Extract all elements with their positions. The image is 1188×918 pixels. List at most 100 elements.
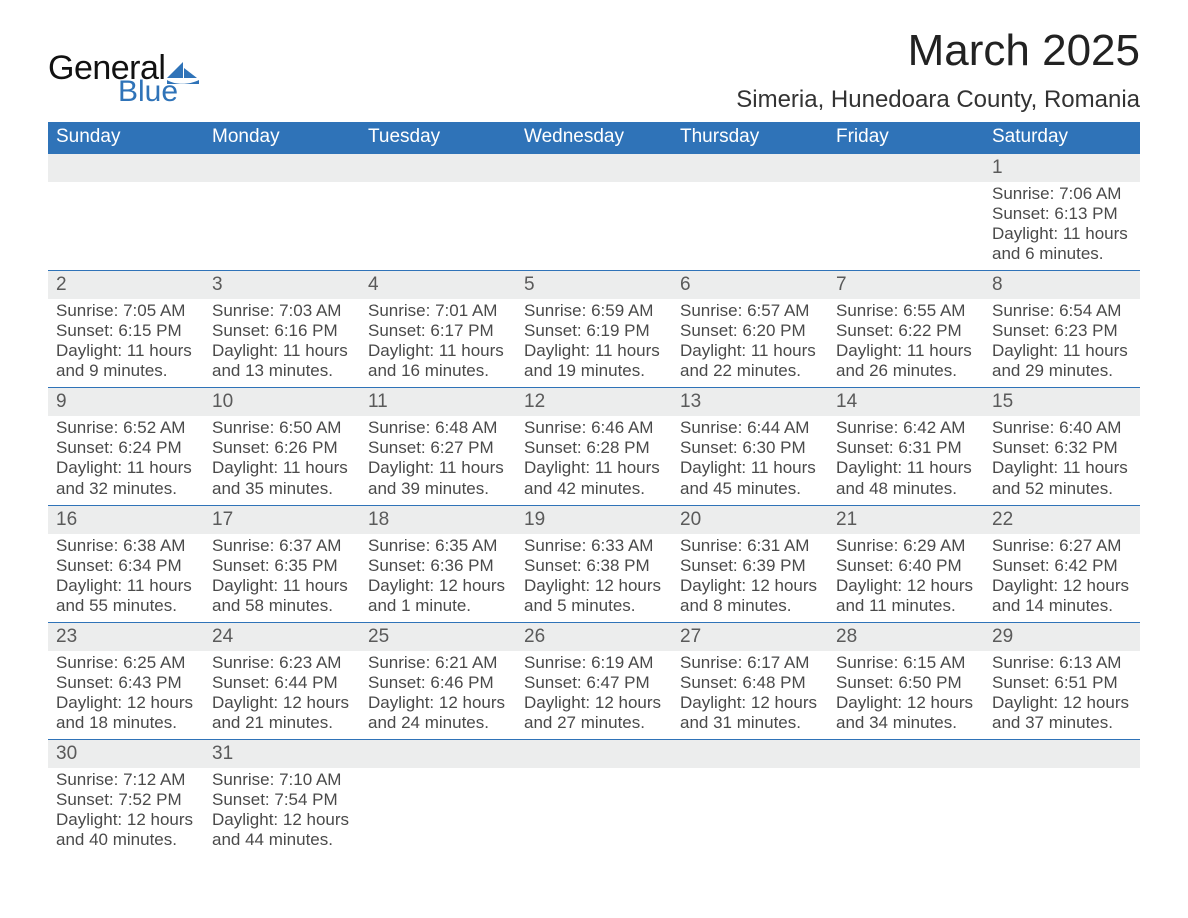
sunset-line: Sunset: 6:46 PM	[368, 673, 508, 693]
sunrise-line: Sunrise: 6:37 AM	[212, 536, 352, 556]
daylight-line: Daylight: 11 hours and 35 minutes.	[212, 458, 352, 498]
day-number-cell: 25	[360, 623, 516, 651]
daylight-line: Daylight: 11 hours and 16 minutes.	[368, 341, 508, 381]
day-details-cell: Sunrise: 6:19 AMSunset: 6:47 PMDaylight:…	[516, 651, 672, 735]
sunrise-line: Sunrise: 6:46 AM	[524, 418, 664, 438]
brand-logo: General Blue	[48, 52, 199, 107]
sunrise-line: Sunrise: 6:33 AM	[524, 536, 664, 556]
day-number-cell	[204, 154, 360, 182]
sunset-line: Sunset: 6:24 PM	[56, 438, 196, 458]
sunset-line: Sunset: 6:39 PM	[680, 556, 820, 576]
daylight-line: Daylight: 11 hours and 48 minutes.	[836, 458, 976, 498]
sunrise-line: Sunrise: 6:35 AM	[368, 536, 508, 556]
day-number-cell: 31	[204, 740, 360, 768]
day-details-cell	[360, 182, 516, 266]
day-details-cell: Sunrise: 6:52 AMSunset: 6:24 PMDaylight:…	[48, 416, 204, 500]
day-number-cell: 13	[672, 388, 828, 416]
day-details-cell: Sunrise: 6:23 AMSunset: 6:44 PMDaylight:…	[204, 651, 360, 735]
daylight-line: Daylight: 12 hours and 11 minutes.	[836, 576, 976, 616]
sunset-line: Sunset: 6:26 PM	[212, 438, 352, 458]
day-details-cell: Sunrise: 6:29 AMSunset: 6:40 PMDaylight:…	[828, 534, 984, 618]
sunrise-line: Sunrise: 6:42 AM	[836, 418, 976, 438]
day-details-cell: Sunrise: 7:10 AMSunset: 7:54 PMDaylight:…	[204, 768, 360, 852]
daylight-line: Daylight: 12 hours and 27 minutes.	[524, 693, 664, 733]
sunrise-line: Sunrise: 6:57 AM	[680, 301, 820, 321]
week-details-row: Sunrise: 6:52 AMSunset: 6:24 PM Daylight:…	[48, 416, 1140, 504]
sunset-line: Sunset: 6:44 PM	[212, 673, 352, 693]
week-details-row: Sunrise: 7:05 AMSunset: 6:15 PMDaylight:…	[48, 299, 1140, 387]
day-number-cell: 15	[984, 388, 1140, 416]
sunrise-line: Sunrise: 7:12 AM	[56, 770, 196, 790]
day-details-cell	[672, 768, 828, 852]
week-details-row: Sunrise: 7:06 AMSunset: 6:13 PMDaylight:…	[48, 182, 1140, 270]
sunset-line: Sunset: 6:22 PM	[836, 321, 976, 341]
daylight-line: Daylight: 12 hours and 21 minutes.	[212, 693, 352, 733]
sunset-line: Sunset: 6:47 PM	[524, 673, 664, 693]
day-details-cell: Sunrise: 6:15 AMSunset: 6:50 PMDaylight:…	[828, 651, 984, 735]
day-number-cell: 23	[48, 623, 204, 651]
weekday-header-cell: Friday	[828, 122, 984, 154]
weekday-header-cell: Saturday	[984, 122, 1140, 154]
sunset-line: Sunset: 6:20 PM	[680, 321, 820, 341]
sunset-line: Sunset: 6:23 PM	[992, 321, 1132, 341]
weekday-header-cell: Wednesday	[516, 122, 672, 154]
sunset-line: Sunset: 6:30 PM	[680, 438, 820, 458]
day-number-cell: 12	[516, 388, 672, 416]
daylight-line: Daylight: 11 hours and 39 minutes.	[368, 458, 508, 498]
sunset-line: Sunset: 6:15 PM	[56, 321, 196, 341]
weekday-header-cell: Thursday	[672, 122, 828, 154]
day-number-cell: 20	[672, 506, 828, 534]
sunset-line: Sunset: 7:54 PM	[212, 790, 352, 810]
day-details-cell: Sunrise: 6:35 AMSunset: 6:36 PMDaylight:…	[360, 534, 516, 618]
sunrise-line: Sunrise: 6:15 AM	[836, 653, 976, 673]
day-details-cell: Sunrise: 7:12 AMSunset: 7:52 PMDaylight:…	[48, 768, 204, 852]
sunset-line: Sunset: 6:19 PM	[524, 321, 664, 341]
day-number-cell: 7	[828, 271, 984, 299]
day-details-cell: Sunrise: 7:03 AMSunset: 6:16 PMDaylight:…	[204, 299, 360, 383]
sunrise-line: Sunrise: 6:13 AM	[992, 653, 1132, 673]
sunset-line: Sunset: 6:13 PM	[992, 204, 1132, 224]
day-details-cell: Sunrise: 6:17 AMSunset: 6:48 PMDaylight:…	[672, 651, 828, 735]
daylight-line: Daylight: 11 hours and 52 minutes.	[992, 458, 1132, 498]
sunrise-line: Sunrise: 6:55 AM	[836, 301, 976, 321]
month-title: March 2025	[736, 26, 1140, 76]
daylight-line: Daylight: 11 hours and 26 minutes.	[836, 341, 976, 381]
day-details-cell: Sunrise: 6:40 AMSunset: 6:32 PMDaylight:…	[984, 416, 1140, 500]
sunset-line: Sunset: 6:51 PM	[992, 673, 1132, 693]
sunset-line: Sunset: 6:27 PM	[368, 438, 508, 458]
daylight-line: Daylight: 12 hours and 31 minutes.	[680, 693, 820, 733]
sunrise-line: Sunrise: 6:21 AM	[368, 653, 508, 673]
sunset-line: Sunset: 6:40 PM	[836, 556, 976, 576]
day-details-cell: Sunrise: 6:25 AMSunset: 6:43 PMDaylight:…	[48, 651, 204, 735]
day-details-cell: Sunrise: 6:21 AMSunset: 6:46 PMDaylight:…	[360, 651, 516, 735]
day-number-cell: 2	[48, 271, 204, 299]
sunrise-line: Sunrise: 6:52 AM	[56, 418, 196, 438]
daylight-line: Daylight: 11 hours and 45 minutes.	[680, 458, 820, 498]
day-number-cell: 26	[516, 623, 672, 651]
day-number-cell	[360, 154, 516, 182]
day-number-cell: 9	[48, 388, 204, 416]
day-details-cell: Sunrise: 6:37 AMSunset: 6:35 PMDaylight:…	[204, 534, 360, 618]
day-details-cell	[828, 182, 984, 266]
daylight-line: Daylight: 11 hours and 42 minutes.	[524, 458, 664, 498]
day-number-cell	[828, 154, 984, 182]
day-details-cell: Sunrise: 6:33 AMSunset: 6:38 PMDaylight:…	[516, 534, 672, 618]
sunset-line: Sunset: 6:50 PM	[836, 673, 976, 693]
day-details-cell: Sunrise: 6:13 AMSunset: 6:51 PMDaylight:…	[984, 651, 1140, 735]
day-details-cell: Sunrise: 7:01 AMSunset: 6:17 PMDaylight:…	[360, 299, 516, 383]
daylight-line: Daylight: 12 hours and 18 minutes.	[56, 693, 196, 733]
sunset-line: Sunset: 6:34 PM	[56, 556, 196, 576]
title-block: March 2025 Simeria, Hunedoara County, Ro…	[736, 26, 1140, 114]
day-details-cell	[516, 182, 672, 266]
day-number-cell: 5	[516, 271, 672, 299]
daylight-line: Daylight: 11 hours and 9 minutes.	[56, 341, 196, 381]
sunrise-line: Sunrise: 7:05 AM	[56, 301, 196, 321]
day-details-cell: Sunrise: 6:27 AMSunset: 6:42 PMDaylight:…	[984, 534, 1140, 618]
calendar-table: SundayMondayTuesdayWednesdayThursdayFrid…	[48, 122, 1140, 856]
sunrise-line: Sunrise: 6:38 AM	[56, 536, 196, 556]
sunrise-line: Sunrise: 6:25 AM	[56, 653, 196, 673]
week-daynum-strip: 23242526272829	[48, 623, 1140, 651]
week-daynum-strip: 1	[48, 154, 1140, 182]
sunrise-line: Sunrise: 7:06 AM	[992, 184, 1132, 204]
weekday-header-cell: Monday	[204, 122, 360, 154]
